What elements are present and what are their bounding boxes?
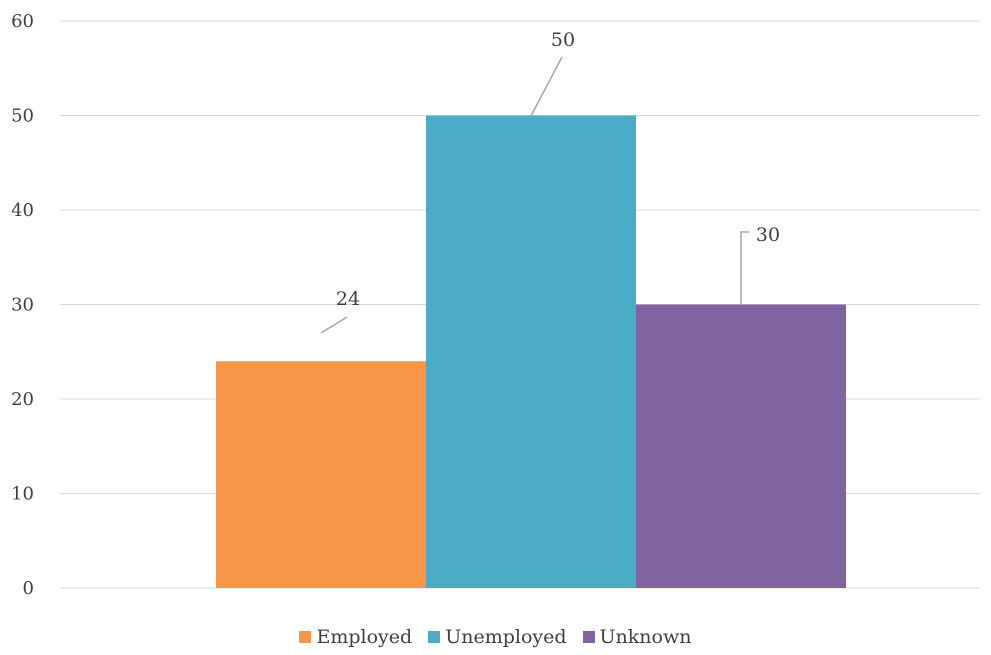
- bar-chart: 0 10 20 30 40 50 60 24 50 30: [11, 11, 980, 599]
- legend: Employed Unemployed Unknown: [0, 626, 991, 648]
- y-tick-label-60: 60: [11, 11, 34, 32]
- y-tick-label-20: 20: [11, 389, 34, 410]
- legend-label-employed: Employed: [316, 626, 413, 648]
- legend-label-unemployed: Unemployed: [445, 626, 567, 648]
- leader-line-unknown: [740, 231, 749, 305]
- legend-item-employed: Employed: [299, 626, 412, 648]
- data-label-unemployed: 50: [551, 29, 575, 51]
- y-tick-label-50: 50: [11, 106, 34, 127]
- y-axis-tick-labels: 0 10 20 30 40 50 60: [11, 11, 34, 599]
- legend-swatch-unknown: [582, 631, 595, 643]
- legend-swatch-employed: [299, 631, 312, 643]
- data-label-employed: 24: [336, 288, 360, 310]
- leader-line-employed: [320, 316, 348, 334]
- bar-unemployed: [426, 115, 636, 588]
- legend-label-unknown: Unknown: [599, 626, 692, 648]
- legend-swatch-unemployed: [428, 631, 441, 643]
- data-label-unknown: 30: [756, 224, 780, 246]
- bar-unknown: [636, 304, 846, 588]
- y-tick-label-40: 40: [11, 200, 34, 221]
- legend-item-unknown: Unknown: [582, 626, 692, 648]
- legend-item-unemployed: Unemployed: [428, 626, 567, 648]
- y-tick-label-30: 30: [11, 295, 34, 316]
- y-tick-label-10: 10: [11, 484, 34, 505]
- leader-line-unemployed: [530, 56, 563, 117]
- bars: [216, 115, 846, 588]
- y-tick-label-0: 0: [23, 578, 34, 599]
- bar-employed: [216, 361, 426, 588]
- data-labels: 24 50 30: [320, 29, 780, 334]
